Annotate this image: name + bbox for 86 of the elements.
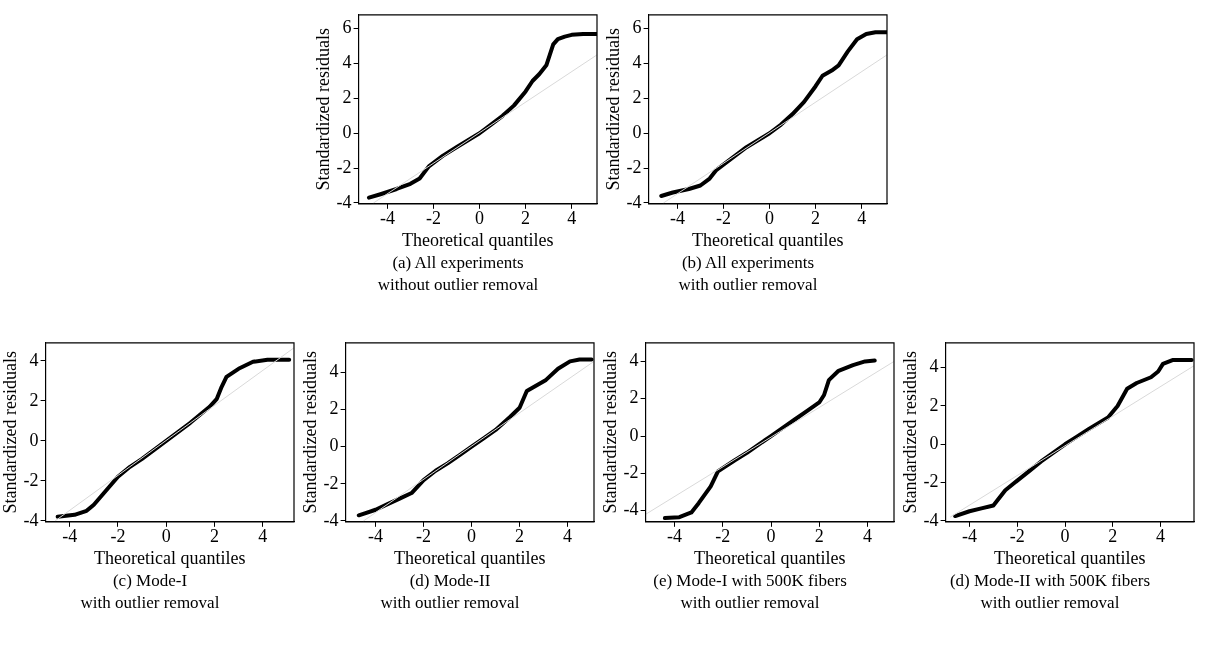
y-tick-label: 2: [929, 394, 939, 415]
x-tick-label: 4: [862, 526, 872, 547]
y-tick-label: 0: [632, 121, 642, 142]
y-tick-label: 2: [329, 398, 339, 419]
y-tick-label: -2: [626, 156, 642, 177]
y-tick-label: -4: [626, 191, 642, 212]
x-axis-title: Theoretical quantiles: [394, 547, 546, 568]
y-tick-label: 4: [629, 350, 639, 371]
y-tick-label: 4: [632, 52, 642, 73]
x-tick-label: 2: [1108, 526, 1118, 547]
y-tick-label: 4: [342, 52, 352, 73]
y-tick-label: -4: [623, 499, 639, 520]
x-tick-label: 0: [765, 208, 775, 229]
x-tick-label: 2: [811, 208, 821, 229]
x-tick-label: 0: [467, 526, 477, 547]
text: with outlier removal: [979, 592, 1121, 614]
text: with outlier removal: [79, 592, 221, 614]
x-tick-label: -4: [669, 208, 685, 229]
x-axis-title: Theoretical quantiles: [692, 229, 844, 250]
y-tick-label: 4: [929, 356, 939, 377]
y-tick-label: 4: [29, 349, 39, 370]
x-axis-title: Theoretical quantiles: [402, 229, 554, 250]
y-tick-label: 2: [629, 387, 639, 408]
x-tick-label: 0: [161, 526, 171, 547]
text: (d) Mode-II: [408, 570, 492, 592]
x-tick-label: -2: [715, 208, 731, 229]
y-tick-label: 4: [329, 361, 339, 382]
x-tick-label: 2: [814, 526, 824, 547]
y-tick-label: -4: [923, 509, 939, 530]
x-tick-label: 2: [515, 526, 525, 547]
x-tick-label: 4: [857, 208, 867, 229]
x-tick-label: -4: [62, 526, 78, 547]
y-tick-label: -4: [336, 191, 352, 212]
text: with outlier removal: [679, 592, 821, 614]
x-tick-label: 2: [209, 526, 219, 547]
y-tick-label: -2: [336, 156, 352, 177]
x-tick-label: -2: [110, 526, 126, 547]
x-axis-title: Theoretical quantiles: [694, 547, 846, 568]
y-tick-label: 0: [629, 424, 639, 445]
x-axis-title: Theoretical quantiles: [94, 547, 246, 568]
y-tick-label: 2: [29, 389, 39, 410]
y-tick-label: -2: [23, 469, 39, 490]
x-tick-label: -2: [416, 526, 432, 547]
y-tick-label: 0: [329, 435, 339, 456]
x-tick-label: 2: [521, 208, 531, 229]
text: with outlier removal: [379, 592, 521, 614]
y-tick-label: 6: [342, 17, 352, 38]
x-tick-label: -4: [368, 526, 384, 547]
y-axis-title: Standardized residuals: [602, 28, 623, 191]
y-tick-label: 6: [632, 17, 642, 38]
x-axis-title: Theoretical quantiles: [994, 547, 1146, 568]
x-tick-label: 4: [1156, 526, 1166, 547]
y-tick-label: 0: [29, 429, 39, 450]
text: (d) Mode-II with 500K fibers: [948, 570, 1152, 592]
text: without outlier removal: [376, 274, 540, 296]
text: (a) All experiments: [391, 252, 525, 274]
x-tick-label: 0: [1060, 526, 1070, 547]
text: (b) All experiments: [680, 252, 816, 274]
y-tick-label: 0: [342, 121, 352, 142]
y-tick-label: 2: [632, 87, 642, 108]
y-tick-label: -4: [23, 509, 39, 530]
y-tick-label: -4: [323, 509, 339, 530]
x-tick-label: 4: [567, 208, 577, 229]
x-tick-label: -2: [1009, 526, 1025, 547]
x-tick-label: -4: [379, 208, 395, 229]
x-tick-label: 4: [563, 526, 573, 547]
x-tick-label: 0: [766, 526, 776, 547]
x-tick-label: 0: [475, 208, 485, 229]
x-tick-label: -4: [667, 526, 683, 547]
x-tick-label: -4: [961, 526, 977, 547]
x-tick-label: -2: [715, 526, 731, 547]
text: with outlier removal: [677, 274, 819, 296]
text: (c) Mode-I: [111, 570, 189, 592]
y-axis-title: Standardized residuals: [299, 351, 320, 514]
y-axis-title: Standardized residuals: [899, 351, 920, 514]
y-tick-label: -2: [323, 472, 339, 493]
text: (e) Mode-I with 500K fibers: [652, 570, 848, 592]
y-tick-label: 2: [342, 87, 352, 108]
y-tick-label: -2: [623, 462, 639, 483]
y-tick-label: 0: [929, 433, 939, 453]
y-tick-label: -2: [923, 471, 939, 492]
x-tick-label: -2: [425, 208, 441, 229]
x-tick-label: 4: [258, 526, 268, 547]
y-axis-title: Standardized residuals: [599, 351, 620, 514]
y-axis-title: Standardized residuals: [0, 351, 20, 514]
y-axis-title: Standardized residuals: [312, 28, 333, 191]
